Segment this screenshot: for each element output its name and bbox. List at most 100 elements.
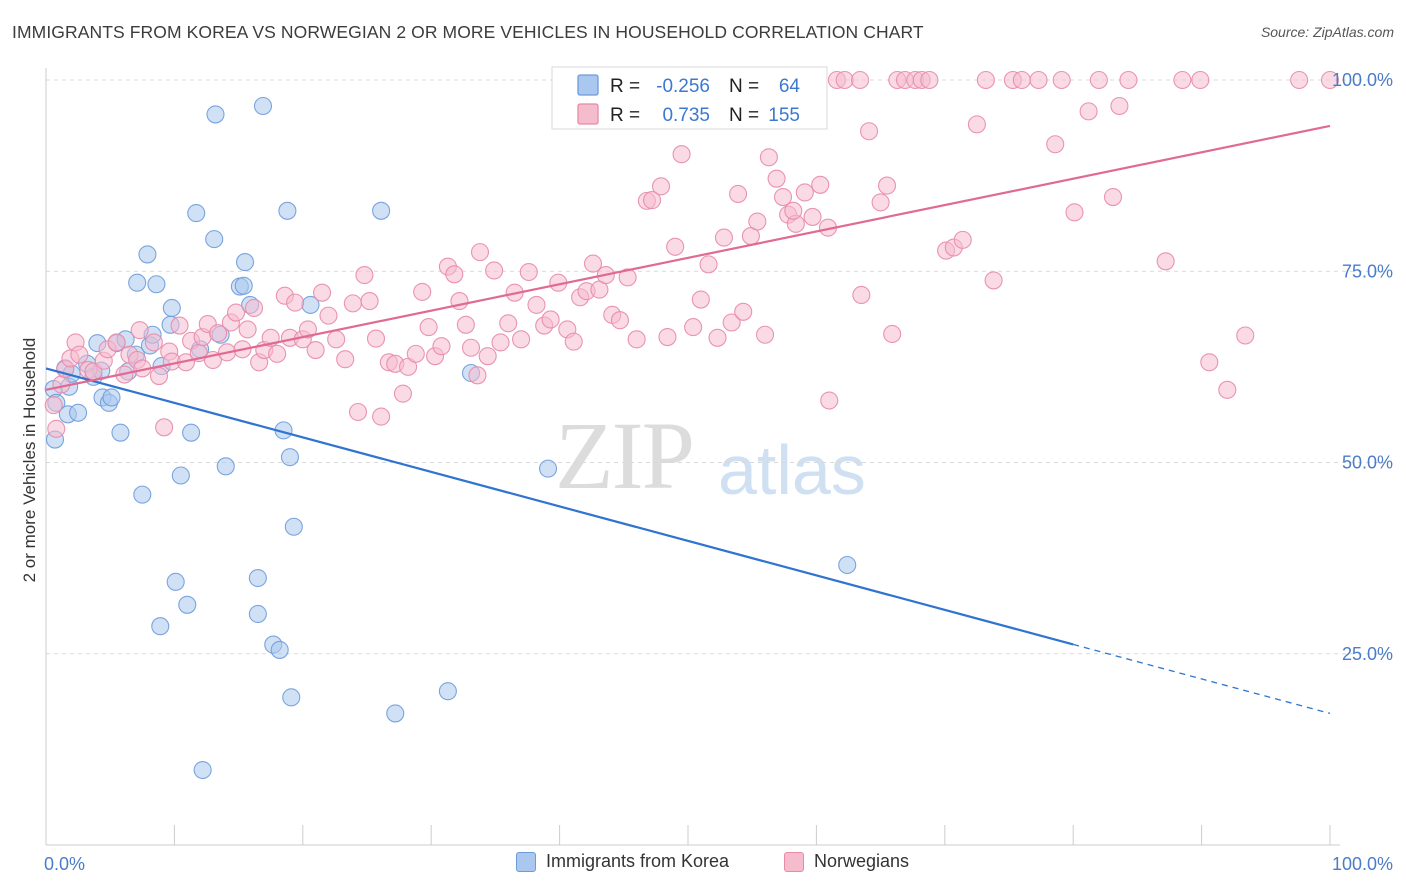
data-point-norwegians xyxy=(708,328,727,347)
trend-line-korea-extension xyxy=(1073,643,1331,715)
data-point-norwegians xyxy=(722,313,741,332)
data-point-korea xyxy=(248,604,267,624)
trend-line-norwegians xyxy=(45,124,1331,391)
data-point-norwegians xyxy=(149,367,169,386)
data-point-korea xyxy=(278,201,297,220)
data-point-norwegians xyxy=(564,332,583,351)
data-point-korea xyxy=(235,253,255,272)
data-point-norwegians xyxy=(666,237,685,256)
x-tick-labels: 0.0% 100.0% xyxy=(44,854,1393,874)
data-point-norwegians xyxy=(1046,135,1065,154)
data-point-norwegians xyxy=(485,261,504,280)
data-point-norwegians xyxy=(773,187,793,207)
data-point-norwegians xyxy=(432,337,451,356)
legend-n-value: 64 xyxy=(779,76,801,97)
data-point-norwegians xyxy=(618,268,637,287)
data-point-norwegians xyxy=(583,254,603,273)
data-point-norwegians xyxy=(642,191,662,210)
legend-label-korea: Immigrants from Korea xyxy=(546,851,730,871)
legend-swatch xyxy=(577,74,599,96)
y-tick-label: 100.0% xyxy=(1332,70,1393,90)
grid-lines xyxy=(46,79,1390,655)
data-point-korea xyxy=(282,688,301,707)
data-point-norwegians xyxy=(811,175,830,194)
data-point-korea xyxy=(128,273,147,292)
data-point-norwegians xyxy=(461,338,481,357)
data-point-norwegians xyxy=(541,310,560,329)
data-point-korea xyxy=(838,555,857,575)
data-point-norwegians xyxy=(784,201,803,220)
data-point-korea xyxy=(138,245,157,264)
data-point-norwegians xyxy=(107,333,126,352)
data-point-norwegians xyxy=(319,306,338,325)
legend-n-value: 155 xyxy=(768,105,800,126)
data-point-norwegians xyxy=(393,384,413,403)
data-point-norwegians xyxy=(144,333,163,352)
data-point-norwegians xyxy=(1065,203,1084,222)
data-point-norwegians xyxy=(238,320,257,339)
data-point-norwegians xyxy=(714,228,734,247)
data-point-norwegians xyxy=(1173,70,1192,90)
data-point-korea xyxy=(538,459,558,478)
y-tick-label: 25.0% xyxy=(1342,644,1393,664)
data-point-korea xyxy=(147,275,166,294)
data-point-norwegians xyxy=(366,329,386,348)
data-point-korea xyxy=(178,595,197,614)
trend-lines xyxy=(45,124,1331,715)
data-point-korea xyxy=(187,204,206,223)
legend-item-korea[interactable]: Immigrants from Korea xyxy=(516,851,729,872)
axes xyxy=(45,68,1340,846)
data-point-norwegians xyxy=(729,184,748,204)
data-point-korea xyxy=(205,230,224,249)
data-point-norwegians xyxy=(851,70,870,90)
data-point-korea xyxy=(206,105,225,124)
y-tick-label: 50.0% xyxy=(1342,453,1393,473)
x-tick-label: 0.0% xyxy=(44,854,85,874)
data-point-norwegians xyxy=(691,290,710,309)
data-point-norwegians xyxy=(859,122,879,141)
data-point-norwegians xyxy=(406,344,425,363)
data-point-korea xyxy=(234,276,253,295)
data-point-norwegians xyxy=(286,293,305,312)
data-point-norwegians xyxy=(1200,353,1219,372)
data-point-norwegians xyxy=(1103,187,1123,207)
data-point-norwegians xyxy=(360,292,379,311)
data-point-korea xyxy=(248,568,267,588)
series-korea-points xyxy=(44,96,857,780)
legend-swatch-korea xyxy=(516,851,536,872)
data-point-norwegians xyxy=(419,318,438,337)
legend-swatch-norwegians xyxy=(784,851,804,872)
data-point-norwegians xyxy=(512,330,531,349)
data-point-korea xyxy=(111,423,130,442)
data-point-korea xyxy=(372,201,391,220)
data-point-norwegians xyxy=(478,347,497,366)
data-point-korea xyxy=(386,704,405,723)
data-point-korea xyxy=(182,423,201,442)
data-point-norwegians xyxy=(468,366,487,385)
data-point-korea xyxy=(102,388,121,407)
data-point-norwegians xyxy=(170,316,189,335)
data-point-korea xyxy=(216,457,235,476)
data-point-norwegians xyxy=(658,327,677,347)
legend-item-norwegians[interactable]: Norwegians xyxy=(784,851,909,872)
data-point-norwegians xyxy=(755,325,775,344)
data-point-korea xyxy=(171,466,190,485)
data-point-norwegians xyxy=(883,324,902,344)
data-point-norwegians xyxy=(445,265,464,284)
data-point-norwegians xyxy=(1290,70,1309,90)
data-point-norwegians xyxy=(313,283,332,302)
data-point-norwegians xyxy=(953,230,972,249)
data-point-norwegians xyxy=(244,298,264,318)
data-point-korea xyxy=(166,572,185,591)
data-point-norwegians xyxy=(699,255,718,274)
legend-n-label: N = xyxy=(729,105,759,126)
data-point-norwegians xyxy=(348,402,368,422)
data-point-norwegians xyxy=(852,285,871,305)
data-point-norwegians xyxy=(651,177,671,196)
data-point-norwegians xyxy=(1089,70,1108,90)
data-point-norwegians xyxy=(209,324,228,343)
data-point-korea xyxy=(151,617,170,636)
data-point-norwegians xyxy=(298,320,317,339)
data-point-norwegians xyxy=(803,207,822,226)
data-point-norwegians xyxy=(499,314,518,333)
